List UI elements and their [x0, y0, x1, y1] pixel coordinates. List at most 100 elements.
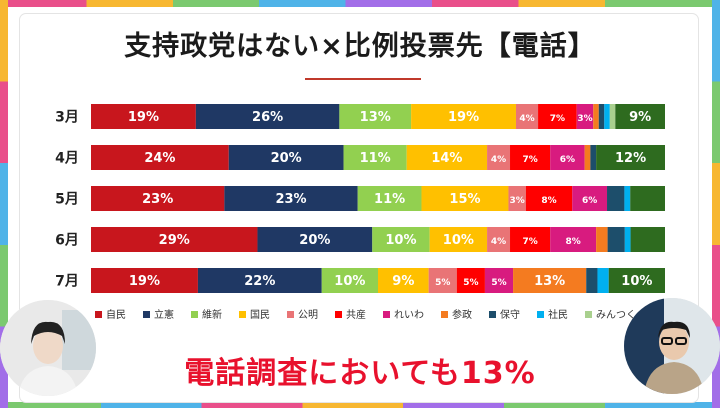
- bar-segment: [91, 186, 225, 211]
- data-label: 3%: [510, 196, 525, 206]
- bar-segment: [624, 186, 631, 211]
- bar-segment: [343, 145, 407, 170]
- bar-segment: [630, 227, 665, 252]
- data-label: 29%: [159, 233, 190, 248]
- chart-title: 支持政党はない×比例投票先【電話】: [124, 31, 596, 62]
- legend-swatch: [95, 311, 102, 318]
- bar-segment: [428, 268, 457, 293]
- bar-segment: [339, 104, 412, 129]
- data-label: 19%: [448, 110, 479, 125]
- bar-segment: [91, 268, 198, 293]
- data-label: 13%: [360, 110, 391, 125]
- data-label: 23%: [275, 192, 306, 207]
- data-label: 9%: [392, 274, 414, 289]
- data-label: 11%: [374, 192, 405, 207]
- bar-segment: [197, 268, 322, 293]
- data-label: 10%: [385, 233, 416, 248]
- bar-segment: [597, 268, 609, 293]
- data-label: 4%: [491, 155, 506, 165]
- person-icon: [624, 298, 720, 394]
- data-label: 5%: [491, 278, 506, 288]
- legend-swatch: [191, 311, 198, 318]
- legend-swatch: [383, 311, 390, 318]
- data-label: 10%: [621, 274, 652, 289]
- bar-segment: [604, 104, 610, 129]
- bar-segment: [508, 186, 526, 211]
- legend-swatch: [143, 311, 150, 318]
- data-label: 4%: [519, 114, 534, 124]
- bar-segment: [195, 104, 340, 129]
- data-label: 19%: [129, 274, 160, 289]
- bar-segment: [91, 227, 258, 252]
- bar-segment: [576, 104, 594, 129]
- bar-segment: [515, 104, 539, 129]
- bar-segment: [378, 268, 429, 293]
- data-label: 6%: [560, 155, 575, 165]
- data-label: 3%: [577, 114, 592, 124]
- legend-label: れいわ: [394, 309, 424, 321]
- bar-segment: [607, 186, 625, 211]
- bar-segment: [510, 227, 551, 252]
- bar-segment: [593, 104, 599, 129]
- data-label: 7%: [550, 114, 565, 124]
- bar-segment: [429, 227, 488, 252]
- bar-segment: [586, 268, 598, 293]
- person-icon: [0, 300, 96, 396]
- presenter-left-photo: [0, 300, 96, 396]
- presenter-right-photo: [624, 298, 720, 394]
- bar-segment: [572, 186, 608, 211]
- legend-label: 公明: [298, 309, 318, 321]
- month-label: 3月: [55, 110, 79, 126]
- bar-segment: [224, 186, 358, 211]
- legend-swatch: [537, 311, 544, 318]
- legend-label: 立憲: [154, 308, 174, 321]
- data-label: 10%: [334, 274, 365, 289]
- data-label: 12%: [615, 151, 646, 166]
- title-underline: [305, 78, 421, 80]
- bar-segment: [525, 186, 573, 211]
- bar-segment: [91, 145, 229, 170]
- bar-segment: [596, 227, 608, 252]
- legend-label: 自民: [106, 308, 126, 321]
- legend-label: 共産: [346, 308, 366, 321]
- headline-caption: 電話調査においても13%: [184, 356, 536, 391]
- bar-segment: [538, 104, 577, 129]
- bar-segment: [411, 104, 516, 129]
- bar-segment: [228, 145, 344, 170]
- bar-segment: [584, 145, 591, 170]
- month-label: 4月: [55, 151, 79, 167]
- data-label: 13%: [534, 274, 565, 289]
- bar-segment: [321, 268, 378, 293]
- legend-label: 社民: [548, 308, 568, 321]
- legend-swatch: [239, 311, 246, 318]
- bar-segment: [484, 268, 514, 293]
- data-label: 5%: [435, 278, 450, 288]
- data-label: 10%: [443, 233, 474, 248]
- data-label: 23%: [142, 192, 173, 207]
- data-label: 6%: [582, 196, 597, 206]
- legend-swatch: [585, 311, 592, 318]
- month-label: 7月: [55, 274, 79, 290]
- legend-label: みんつく: [596, 309, 636, 321]
- legend-label: 維新: [202, 308, 222, 321]
- data-label: 7%: [522, 237, 537, 247]
- bar-segment: [630, 186, 665, 211]
- bar-segment: [487, 227, 511, 252]
- bar-segment: [510, 145, 551, 170]
- data-label: 24%: [144, 151, 175, 166]
- data-label: 22%: [244, 274, 275, 289]
- bar-segment: [550, 145, 585, 170]
- bar-segment: [91, 104, 196, 129]
- data-label: 8%: [541, 196, 556, 206]
- legend-label: 保守: [500, 308, 520, 321]
- data-label: 20%: [271, 151, 302, 166]
- bar-segment: [513, 268, 587, 293]
- bar-segment: [357, 186, 422, 211]
- data-label: 4%: [491, 237, 506, 247]
- bar-segment: [615, 104, 665, 129]
- legend-swatch: [287, 311, 294, 318]
- month-label: 6月: [55, 233, 79, 249]
- stacked-bar-chart: 3月 19% 26% 13% 19% 4% 7% 3% 9% 4月 24% 20% 11% 14% 4% 7%…: [55, 104, 694, 321]
- month-label: 5月: [55, 192, 79, 208]
